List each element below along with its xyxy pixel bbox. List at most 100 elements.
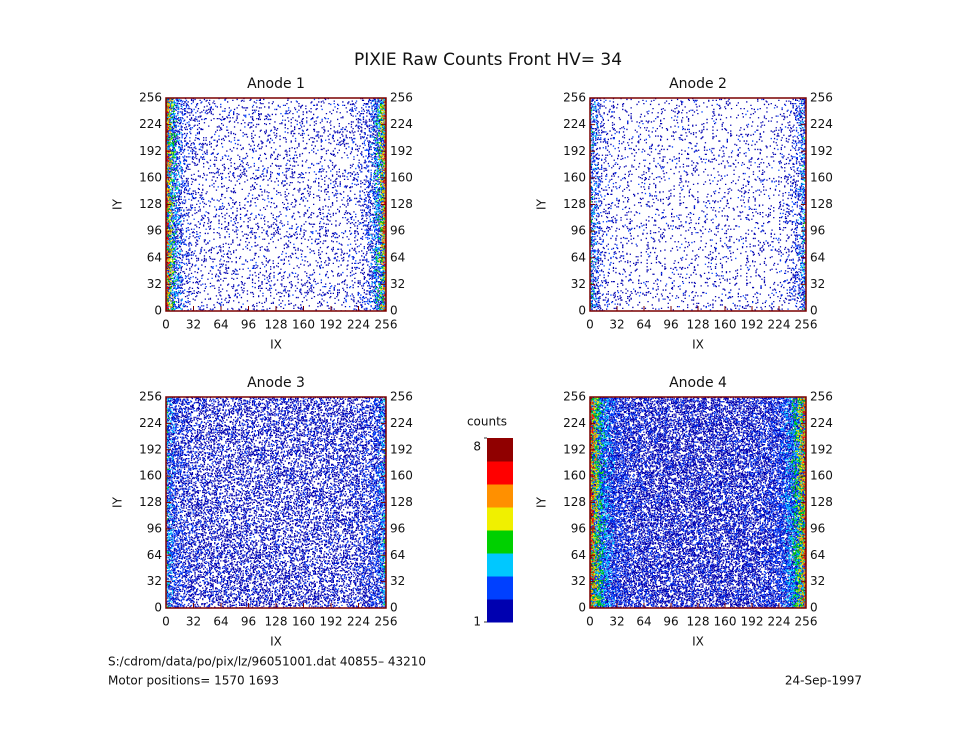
x-tick-label: 224: [347, 615, 370, 629]
y-tick-label-right: 0: [390, 601, 398, 615]
x-tick-label: 96: [663, 615, 678, 629]
file-info: S:/cdrom/data/po/pix/lz/96051001.dat 408…: [108, 655, 426, 669]
y-tick-label: 64: [147, 548, 162, 562]
x-axis-label: IX: [692, 338, 704, 352]
y-tick-label-right: 224: [810, 416, 833, 430]
y-tick-label: 0: [578, 304, 586, 318]
colorbar-label: counts: [467, 415, 507, 429]
y-tick-label: 224: [139, 416, 162, 430]
colorbar-segment: [487, 612, 513, 618]
colorbar-tick-label: 1: [473, 615, 481, 629]
panel-title: Anode 4: [669, 375, 727, 391]
y-tick-label: 0: [154, 601, 162, 615]
x-tick-label: 256: [795, 615, 818, 629]
count-texture: [166, 397, 387, 609]
x-axis-label: IX: [270, 338, 282, 352]
x-tick-label: 256: [375, 615, 398, 629]
y-tick-label-right: 192: [390, 144, 413, 158]
plot-frame: [589, 97, 807, 312]
colorbar-segment: [487, 497, 513, 503]
x-tick-label: 0: [162, 318, 170, 332]
colorbar-segment: [487, 502, 513, 508]
colorbar-segment: [487, 603, 513, 609]
colorbar-segment: [487, 589, 513, 595]
colorbar-segment: [487, 520, 513, 526]
y-tick-label-right: 160: [390, 170, 413, 184]
colorbar-segment: [487, 438, 513, 444]
colorbar-segment: [487, 608, 513, 614]
colorbar-segment: [487, 530, 513, 536]
x-tick-label: 224: [768, 615, 791, 629]
x-tick-label: 160: [714, 615, 737, 629]
y-tick-label-right: 96: [390, 224, 405, 238]
colorbar-segment: [487, 566, 513, 572]
y-tick-label-right: 192: [390, 442, 413, 456]
y-tick-label: 224: [563, 416, 586, 430]
y-tick-label-right: 96: [810, 521, 825, 535]
y-tick-label-right: 160: [810, 469, 833, 483]
y-tick-label-right: 64: [390, 250, 405, 264]
y-tick-label: 96: [571, 521, 586, 535]
y-tick-label: 32: [147, 277, 162, 291]
x-tick-label: 256: [795, 318, 818, 332]
x-tick-label: 224: [768, 318, 791, 332]
date: 24-Sep-1997: [785, 674, 862, 688]
colorbar-segment: [487, 479, 513, 485]
panel-title: Anode 1: [247, 76, 305, 92]
count-texture: [590, 397, 807, 609]
y-tick-label-right: 256: [390, 390, 413, 404]
x-tick-label: 128: [687, 318, 710, 332]
y-tick-label: 192: [563, 144, 586, 158]
colorbar-segment: [487, 553, 513, 559]
y-tick-label-right: 128: [810, 197, 833, 211]
y-tick-label-right: 96: [810, 224, 825, 238]
y-tick-label: 64: [571, 548, 586, 562]
colorbar-segment: [487, 585, 513, 591]
y-tick-label-right: 96: [390, 521, 405, 535]
y-tick-label-right: 160: [810, 170, 833, 184]
x-tick-label: 192: [320, 615, 343, 629]
y-tick-label: 32: [147, 574, 162, 588]
y-tick-label-right: 64: [810, 548, 825, 562]
y-axis-label: IY: [535, 198, 549, 210]
y-tick-label-right: 224: [390, 416, 413, 430]
colorbar-segment: [487, 484, 513, 490]
colorbar-segment: [487, 447, 513, 453]
x-axis-label: IX: [692, 635, 704, 649]
y-tick-label-right: 128: [390, 197, 413, 211]
y-tick-label-right: 0: [810, 304, 818, 318]
y-tick-label: 128: [139, 495, 162, 509]
y-tick-label: 0: [154, 304, 162, 318]
y-tick-label: 96: [147, 521, 162, 535]
x-tick-label: 32: [186, 615, 201, 629]
colorbar-segment: [487, 474, 513, 480]
y-tick-label: 96: [571, 224, 586, 238]
y-tick-label-right: 32: [810, 277, 825, 291]
colorbar-segment: [487, 539, 513, 545]
y-tick-label-right: 256: [390, 91, 413, 105]
colorbar-segment: [487, 562, 513, 568]
colorbar-segment: [487, 511, 513, 517]
colorbar-segment: [487, 461, 513, 467]
colorbar-segment: [487, 534, 513, 540]
x-tick-label: 64: [636, 318, 651, 332]
y-tick-label: 256: [563, 390, 586, 404]
x-tick-label: 224: [347, 318, 370, 332]
colorbar-segment: [487, 543, 513, 549]
colorbar-segment: [487, 493, 513, 499]
colorbar-segment: [487, 617, 513, 623]
colorbar-segment: [487, 456, 513, 462]
x-axis-label: IX: [270, 635, 282, 649]
y-tick-label-right: 32: [390, 574, 405, 588]
colorbar-segment: [487, 525, 513, 531]
y-tick-label: 160: [563, 469, 586, 483]
y-tick-label: 160: [563, 170, 586, 184]
y-tick-label-right: 192: [810, 144, 833, 158]
y-tick-label: 32: [571, 574, 586, 588]
y-tick-label: 128: [563, 495, 586, 509]
y-tick-label-right: 0: [390, 304, 398, 318]
colorbar-segment: [487, 451, 513, 457]
y-tick-label: 256: [139, 390, 162, 404]
x-tick-label: 160: [714, 318, 737, 332]
y-tick-label-right: 0: [810, 601, 818, 615]
